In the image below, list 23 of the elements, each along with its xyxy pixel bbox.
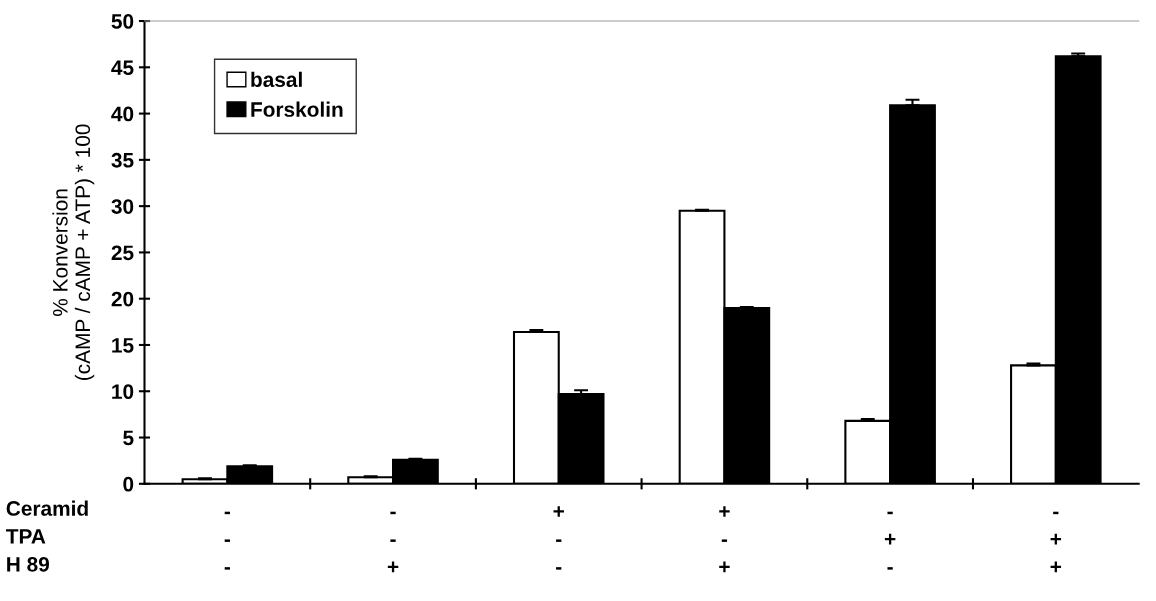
- category-label: - - -: [224, 511, 230, 570]
- y-tick-label: 50: [111, 14, 134, 29]
- y-tick-label: 45: [111, 60, 134, 76]
- x-tick-label: - + -: [884, 511, 896, 570]
- y-tick-label: 20: [111, 291, 134, 307]
- category-label: + - -: [553, 506, 564, 570]
- y-tick-label: 30: [111, 199, 134, 214]
- y-tick-label: 10: [112, 384, 134, 399]
- legend-label: basal: [251, 71, 302, 88]
- legend-label: Forskolin: [251, 101, 343, 117]
- x-tick-label: + - +: [719, 506, 730, 573]
- y-tick-label: 15: [112, 338, 134, 353]
- category-label: - - +: [387, 511, 399, 573]
- x-tick-label: - + +: [1050, 511, 1062, 573]
- text: Ceramid: [6, 500, 88, 516]
- y-tick-label: 5: [123, 430, 134, 446]
- text: H 89: [7, 556, 50, 572]
- y-axis-title: % Konversion (cAMP / cAMP + ATP) * 100: [52, 124, 95, 380]
- y-tick-label: 40: [111, 106, 134, 122]
- text: TPA: [6, 529, 46, 544]
- y-tick-label: 35: [111, 152, 134, 168]
- y-tick-label: 0: [123, 476, 134, 492]
- y-tick-label: 25: [111, 245, 134, 261]
